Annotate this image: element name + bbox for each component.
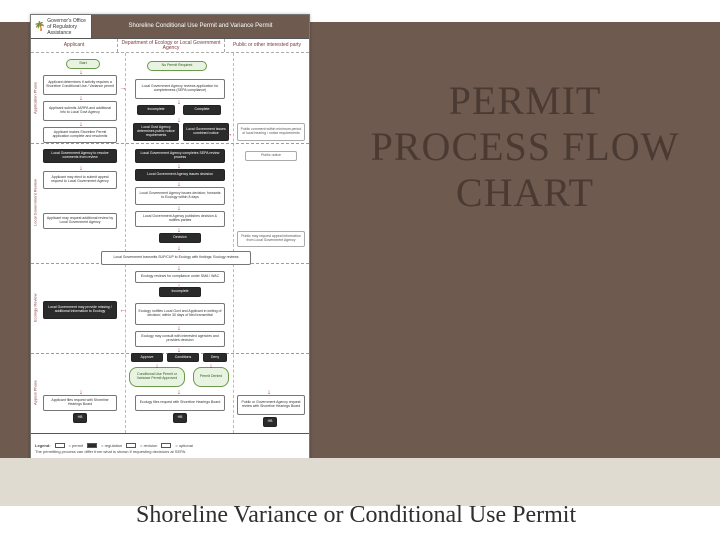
flow-arrow: → (120, 85, 127, 92)
slide-subtitle: Shoreline Variance or Conditional Use Pe… (136, 502, 576, 528)
flow-node-l3: Local Government Agency completes SEPA r… (135, 149, 225, 163)
flow-node-l8: Local Government may provide missing / a… (43, 301, 117, 319)
flow-arrow: ↓ (177, 265, 181, 272)
legend-chip-permit (55, 443, 65, 448)
flow-arrow: ↓ (209, 363, 213, 370)
flow-node-ap1: Applicant files request with Shoreline H… (43, 395, 117, 411)
legend-chip-regulation (87, 443, 97, 448)
legend-text-3: = optional (175, 443, 192, 448)
flow-node-e4: Ecology may consult with interested agen… (135, 331, 225, 347)
lane-separator (125, 53, 126, 433)
flow-node-p1: Public comment within minimum period of … (237, 123, 305, 141)
flow-node-ap3b: HB (263, 417, 277, 427)
flow-node-d3: Deny (203, 353, 227, 362)
flowchart-header: 🌴 Governor's Office of Regulatory Assist… (31, 15, 309, 39)
swimlane-applicant: Applicant (31, 39, 117, 52)
flow-arrow: ↓ (79, 121, 83, 128)
palm-icon: 🌴 (34, 21, 45, 32)
legend-text-2: = revision (140, 443, 157, 448)
flow-arrow: ↓ (267, 389, 271, 396)
flow-node-s1: Incomplete (137, 105, 175, 115)
flow-node-t2: Permit Denied (193, 367, 229, 387)
flow-arrow: ↓ (177, 245, 181, 252)
flow-node-t1: Conditional Use Permit or Variance Permi… (129, 367, 185, 387)
slide: 🌴 Governor's Office of Regulatory Assist… (0, 0, 720, 540)
flow-arrow: ↓ (79, 95, 83, 102)
legend-text-1: = regulation (101, 443, 122, 448)
flow-arrow: ↓ (177, 181, 181, 188)
flow-node-start: Start (66, 59, 100, 69)
phase-label: Ecology Review (31, 263, 39, 353)
flow-arrow: ↓ (79, 69, 83, 76)
legend-label: Legend: (35, 443, 51, 448)
title-line-1: PERMIT (449, 78, 602, 123)
flow-node-e1: Local Government transmits SUP/CUP to Ec… (101, 251, 251, 265)
legend-chip-optional (161, 443, 171, 448)
phase-label: Appeal Phase (31, 353, 39, 433)
flow-node-e2: Ecology reviews for compliance under SMA… (135, 271, 225, 283)
bottom-band (0, 458, 720, 506)
flow-arrow: ↓ (177, 99, 181, 106)
title-line-2: PROCESS FLOW (371, 124, 680, 169)
phase-label: Local Government Review (31, 143, 39, 263)
flow-arrow: → (226, 131, 233, 138)
flow-node-ap1b: HB (73, 413, 87, 423)
flow-arrow: ↓ (177, 389, 181, 396)
flow-node-l1: Local Government Agency reviews applicat… (135, 79, 225, 99)
flow-node-e3: Ecology notifies Local Govt and Applican… (135, 303, 225, 325)
flow-node-ap3: Public or Government Agency request revi… (237, 395, 305, 415)
title-line-3: CHART (456, 170, 594, 215)
legend-text-0: = permit (69, 443, 84, 448)
flow-arrow: ↓ (177, 283, 181, 290)
flow-arrow: ← (120, 307, 127, 314)
swimlane-agency: Department of Ecology or Local Governmen… (117, 39, 225, 52)
flow-node-s2: Complete (183, 105, 221, 115)
flow-arrow: ↓ (177, 325, 181, 332)
flow-arrow: ↓ (177, 117, 181, 124)
legend-chip-revision (126, 443, 136, 448)
phase-label: Application Phase (31, 53, 39, 143)
agency-name: Governor's Office of Regulatory Assistan… (47, 18, 88, 36)
slide-title: PERMIT PROCESS FLOW CHART (350, 78, 700, 216)
flow-node-a2: Applicant submits JARPA and additional i… (43, 101, 117, 121)
flowchart-title: Shoreline Conditional Use Permit and Var… (91, 15, 309, 38)
flow-node-a3: Applicant makes Shoreline Permit applica… (43, 127, 117, 143)
flow-node-nop: No Permit Required (147, 61, 207, 71)
flow-node-a4: Local Government Agency to resolve comme… (43, 149, 117, 163)
phase-separator (31, 143, 309, 144)
flow-arrow: ↓ (177, 227, 181, 234)
flow-arrow: ↓ (155, 363, 159, 370)
lane-separator (233, 53, 234, 433)
flowchart-image: 🌴 Governor's Office of Regulatory Assist… (30, 14, 310, 464)
flow-node-l5: Local Government Agency issues decision;… (135, 187, 225, 205)
flow-node-l4: Local Government Agency issues decision (135, 169, 225, 181)
flow-node-d1: Approve (131, 353, 163, 362)
swimlane-public: Public or other interested party (225, 39, 309, 52)
flow-arrow: ↓ (177, 205, 181, 212)
agency-logo: 🌴 Governor's Office of Regulatory Assist… (31, 15, 91, 38)
flow-node-a6: Applicant may request additional review … (43, 213, 117, 229)
flow-arrow: ↓ (177, 347, 181, 354)
swimlane-headers: Applicant Department of Ecology or Local… (31, 39, 309, 53)
flow-node-l6: Local Government Agency publishes decisi… (135, 211, 225, 227)
flow-node-a5: Applicant may elect to submit appeal req… (43, 171, 117, 189)
flow-arrow: ↓ (79, 389, 83, 396)
flow-node-l7: Decision (159, 233, 201, 243)
legend-note: The permitting process can differ from w… (35, 449, 186, 454)
flowchart-body: Application PhaseLocal Government Review… (31, 53, 309, 433)
flow-arrow: ↓ (177, 163, 181, 170)
flow-node-ap2: Ecology files request with Shoreline Hea… (135, 395, 225, 411)
flow-node-a1: Applicant determines if activity require… (43, 75, 117, 95)
flow-node-p2: Public notice (245, 151, 297, 161)
flow-arrow: ↓ (79, 165, 83, 172)
flow-node-l2b: Local Government issues combined notice (183, 123, 229, 141)
flow-node-ap2b: HB (173, 413, 187, 423)
flow-node-l2: Local Govt Agency determines public noti… (133, 123, 179, 141)
flow-node-p3: Public may request appeal information fr… (237, 231, 305, 247)
flow-node-d2: Conditions (167, 353, 199, 362)
